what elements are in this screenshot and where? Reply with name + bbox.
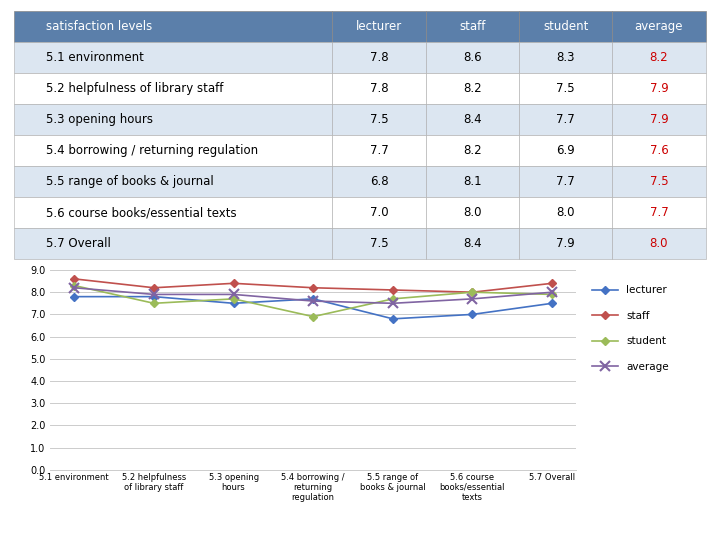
student (468, 289, 477, 295)
lecturer (150, 293, 158, 300)
average (468, 295, 477, 302)
lecturer (389, 315, 397, 322)
staff (548, 280, 557, 287)
average (150, 291, 158, 298)
lecturer (548, 300, 557, 307)
lecturer (468, 311, 477, 318)
staff (468, 289, 477, 295)
average (309, 298, 318, 305)
student (548, 291, 557, 298)
Line: staff: staff (71, 276, 555, 295)
lecturer (70, 293, 78, 300)
staff (389, 287, 397, 293)
staff (229, 280, 238, 287)
student (389, 295, 397, 302)
Line: student: student (71, 283, 555, 319)
student (229, 295, 238, 302)
staff (309, 285, 318, 291)
average (548, 289, 557, 295)
average (229, 291, 238, 298)
lecturer (229, 300, 238, 307)
student (309, 313, 318, 320)
average (389, 300, 397, 307)
Legend: lecturer, staff, student, average: lecturer, staff, student, average (592, 285, 669, 372)
staff (70, 275, 78, 282)
Line: lecturer: lecturer (71, 294, 555, 322)
student (70, 282, 78, 289)
average (70, 285, 78, 291)
student (150, 300, 158, 307)
staff (150, 285, 158, 291)
lecturer (309, 295, 318, 302)
Line: average: average (69, 283, 557, 308)
